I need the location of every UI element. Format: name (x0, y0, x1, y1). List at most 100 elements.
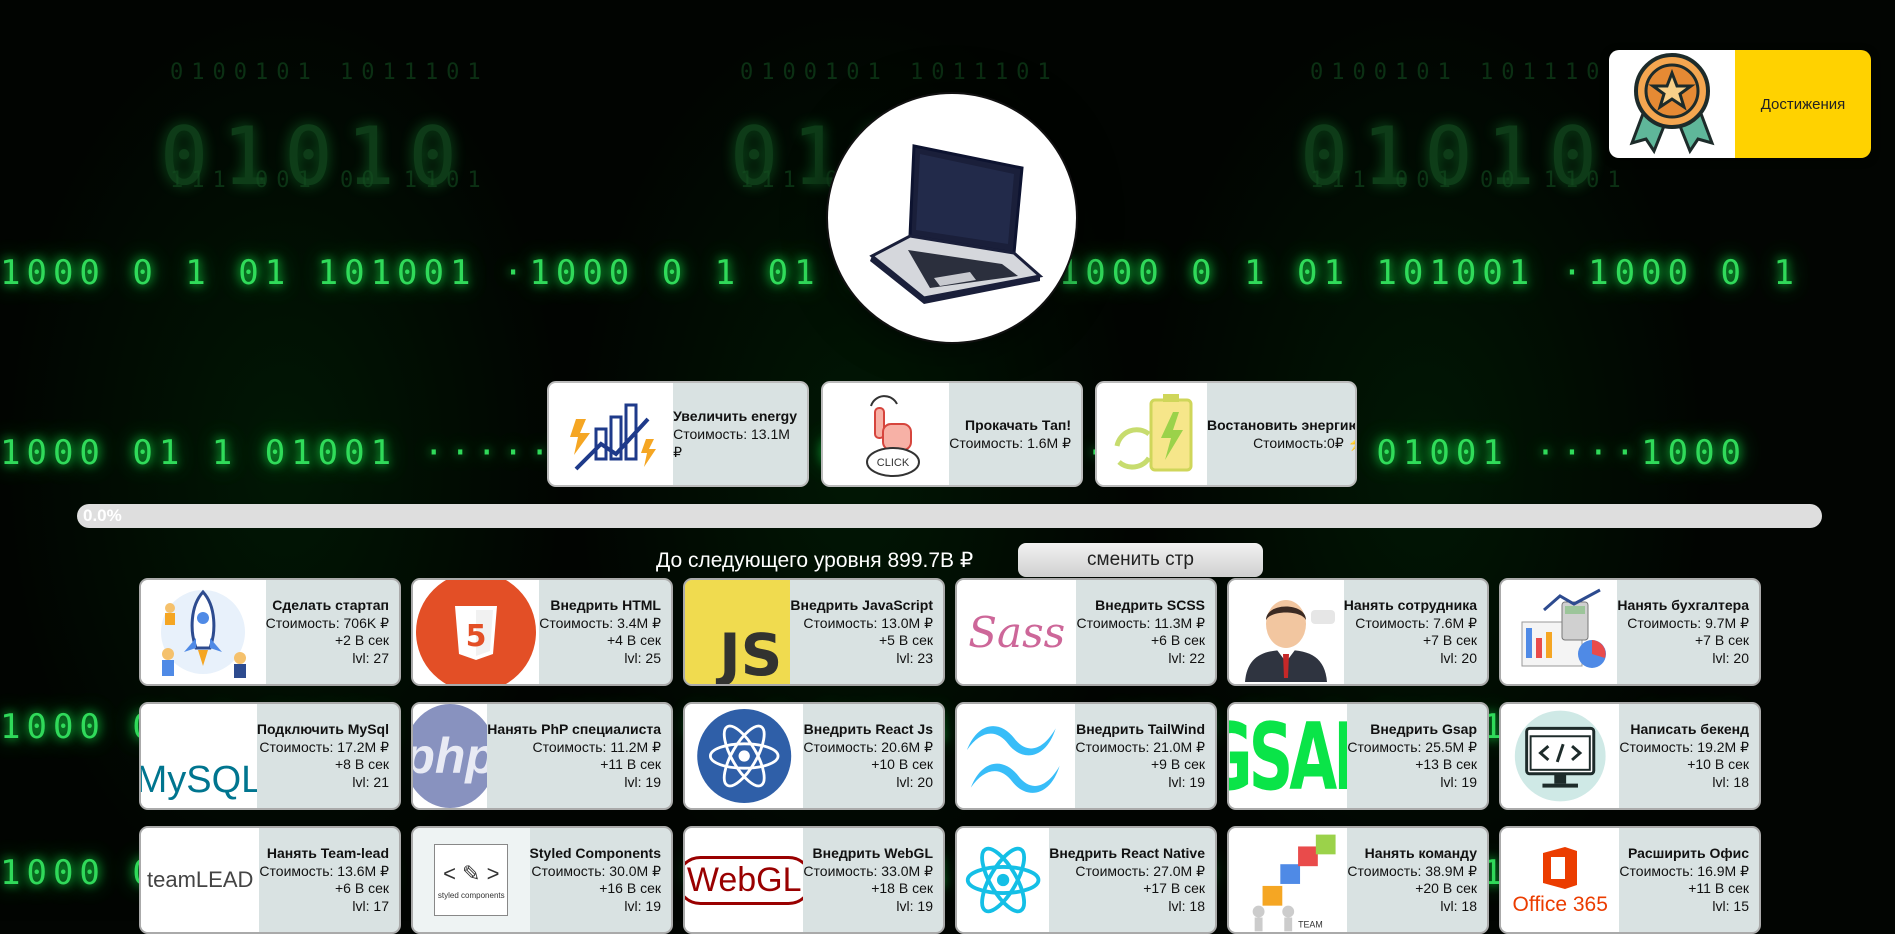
card-rate: +13 В сек (1415, 756, 1477, 772)
medal-icon (1609, 50, 1735, 158)
card-cost: Стоимость: 11.3M ₽ (1076, 614, 1205, 631)
card-cost: Стоимость: 25.5M ₽ (1347, 738, 1477, 755)
card-cost: Стоимость: 16.9M ₽ (1619, 862, 1749, 879)
upgrade-title: Прокачать Тап! (965, 417, 1071, 433)
progress-text: 0.0% (83, 506, 122, 525)
card-styled-components[interactable]: < ✎ > styled components Styled Component… (411, 826, 673, 934)
next-level-text: До следующего уровня 899.7B ₽ (656, 549, 974, 572)
tailwind-icon (957, 704, 1076, 808)
card-javascript[interactable]: JS Внедрить JavaScript Стоимость: 13.0M … (683, 578, 945, 686)
card-title: Внедрить React Js (803, 721, 933, 737)
card-level: lvl: 19 (624, 897, 661, 914)
card-cost: Стоимость: 27.0M ₽ (1075, 862, 1205, 879)
upgrade-cost: Стоимость: 13.1M ₽ (673, 426, 790, 460)
card-level: lvl: 18 (1168, 897, 1205, 914)
react-icon (685, 704, 804, 808)
card-cost: Стоимость: 17.2M ₽ (259, 738, 389, 755)
card-cost: Стоимость: 13.6M ₽ (259, 862, 389, 879)
card-html[interactable]: 5 Внедрить HTML Стоимость: 3.4M ₽ +4 В с… (411, 578, 673, 686)
click-hand-icon: CLICK (823, 383, 949, 485)
tap-laptop-button[interactable] (826, 92, 1078, 344)
card-level: lvl: 18 (1712, 773, 1749, 790)
upgrade-tap-button[interactable]: CLICK Прокачать Тап! Стоимость: 1.6M ₽ (821, 381, 1083, 487)
card-level: lvl: 15 (1712, 897, 1749, 914)
card-mysql[interactable]: MySQL Подключить MySql Стоимость: 17.2M … (139, 702, 401, 810)
card-php[interactable]: php Нанять PhP специалиста Стоимость: 11… (411, 702, 673, 810)
card-rate: +17 В сек (1143, 880, 1205, 896)
card-rate: +11 В сек (600, 756, 661, 772)
card-title: Нанять PhP специалиста (487, 721, 661, 737)
upgrade-cost: Стоимость:0₽ ⚡ (1253, 435, 1357, 451)
html5-icon: 5 (413, 580, 539, 684)
card-level: lvl: 22 (1168, 649, 1205, 666)
js-icon: JS (685, 580, 791, 684)
card-tailwind[interactable]: Внедрить TailWind Стоимость: 21.0M ₽ +9 … (955, 702, 1217, 810)
card-title: Внедрить TailWind (1076, 721, 1205, 737)
card-accountant[interactable]: Нанять бухгалтера Стоимость: 9.7M ₽ +7 В… (1499, 578, 1761, 686)
card-cost: Стоимость: 13.0M ₽ (803, 614, 933, 631)
card-title: Внедрить SCSS (1095, 597, 1205, 613)
business-cards-grid: Сделать стартап Стоимость: 706K ₽ +2 В с… (139, 578, 1761, 934)
card-level: lvl: 19 (1440, 773, 1477, 790)
card-title: Внедрить React Native (1049, 845, 1205, 861)
card-office[interactable]: Office 365 Расширить Офис Стоимость: 16.… (1499, 826, 1761, 934)
card-level: lvl: 21 (352, 773, 389, 790)
card-title: Внедрить WebGL (812, 845, 934, 861)
card-scss[interactable]: Sass Внедрить SCSS Стоимость: 11.3M ₽ +6… (955, 578, 1217, 686)
energy-chart-icon (549, 383, 674, 485)
card-title: Сделать стартап (272, 597, 389, 613)
switch-page-button[interactable]: сменить стр (1018, 543, 1263, 577)
card-react[interactable]: Внедрить React Js Стоимость: 20.6M ₽ +10… (683, 702, 945, 810)
card-title: Внедрить JavaScript (790, 597, 933, 613)
card-level: lvl: 19 (1168, 773, 1205, 790)
card-rate: +20 В сек (1415, 880, 1477, 896)
card-title: Нанять команду (1364, 845, 1477, 861)
card-team[interactable]: TEAM Нанять команду Стоимость: 38.9M ₽ +… (1227, 826, 1489, 934)
mysql-icon: MySQL (141, 704, 257, 808)
card-title: Подключить MySql (256, 721, 389, 737)
achievements-button[interactable]: Достижения (1609, 50, 1871, 158)
card-rate: +11 В сек (1688, 880, 1749, 896)
card-webgl[interactable]: WebGL Внедрить WebGL Стоимость: 33.0M ₽ … (683, 826, 945, 934)
accountant-icon (1501, 580, 1618, 684)
card-gsap[interactable]: GSAP Внедрить Gsap Стоимость: 25.5M ₽ +1… (1227, 702, 1489, 810)
laptop-icon (869, 144, 1044, 304)
webgl-icon: WebGL (685, 828, 804, 932)
card-react-native[interactable]: Внедрить React Native Стоимость: 27.0M ₽… (955, 826, 1217, 934)
card-startup[interactable]: Сделать стартап Стоимость: 706K ₽ +2 В с… (139, 578, 401, 686)
card-level: lvl: 27 (352, 649, 389, 666)
card-cost: Стоимость: 30.0M ₽ (531, 862, 661, 879)
card-rate: +4 В сек (607, 632, 661, 648)
office365-icon: Office 365 (1501, 828, 1620, 932)
upgrade-restore-energy-button[interactable]: Востановить энергию! Стоимость:0₽ ⚡ (1095, 381, 1357, 487)
card-title: Нанять сотрудника (1343, 597, 1477, 613)
card-teamlead[interactable]: teamLEAD Нанять Team-lead Стоимость: 13.… (139, 826, 401, 934)
rocket-icon (141, 580, 266, 684)
card-cost: Стоимость: 7.6M ₽ (1355, 614, 1477, 631)
upgrade-energy-button[interactable]: Увеличить energy Стоимость: 13.1M ₽ (547, 381, 809, 487)
card-rate: +5 В сек (879, 632, 933, 648)
card-level: lvl: 19 (624, 773, 661, 790)
upgrade-cost: Стоимость: 1.6M ₽ (949, 435, 1071, 451)
card-cost: Стоимость: 19.2M ₽ (1619, 738, 1749, 755)
card-level: lvl: 20 (1440, 649, 1477, 666)
card-title: Внедрить Gsap (1370, 721, 1477, 737)
styled-components-icon: < ✎ > styled components (413, 828, 530, 932)
card-cost: Стоимость: 9.7M ₽ (1627, 614, 1749, 631)
card-rate: +16 В сек (599, 880, 661, 896)
svg-text:CLICK: CLICK (877, 457, 910, 469)
card-employee[interactable]: Нанять сотрудника Стоимость: 7.6M ₽ +7 В… (1227, 578, 1489, 686)
card-rate: +6 В сек (335, 880, 389, 896)
gsap-icon: GSAP (1229, 704, 1348, 808)
card-level: lvl: 19 (896, 897, 933, 914)
card-rate: +10 В сек (871, 756, 933, 772)
card-rate: +7 В сек (1695, 632, 1749, 648)
card-level: lvl: 20 (1712, 649, 1749, 666)
upgrade-title: Увеличить energy (673, 408, 797, 424)
card-level: lvl: 23 (896, 649, 933, 666)
card-cost: Стоимость: 20.6M ₽ (803, 738, 933, 755)
card-backend[interactable]: Написать бекенд Стоимость: 19.2M ₽ +10 В… (1499, 702, 1761, 810)
level-progress-bar: 0.0% (77, 504, 1822, 528)
upgrades-row: Увеличить energy Стоимость: 13.1M ₽ CLIC… (547, 381, 1357, 487)
card-rate: +7 В сек (1423, 632, 1477, 648)
